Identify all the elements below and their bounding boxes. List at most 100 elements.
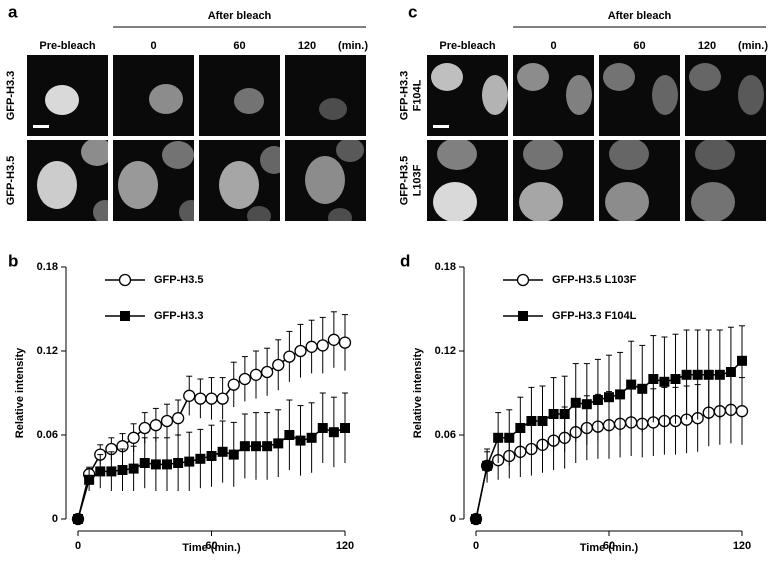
marker [184, 456, 195, 467]
row-label: GFP-H3.3 [398, 71, 410, 121]
y-tick-label: 0.18 [435, 261, 456, 273]
marker [217, 446, 228, 457]
nucleus [247, 206, 271, 221]
marker [249, 368, 263, 381]
marker [714, 369, 725, 380]
row-label: GFP-H3.5 [5, 156, 17, 206]
scale-bar [433, 125, 449, 128]
marker [637, 383, 648, 394]
nucleus [219, 161, 259, 209]
marker [294, 344, 307, 358]
nucleus [336, 140, 364, 162]
marker [149, 419, 163, 432]
marker [262, 441, 273, 452]
marker [284, 430, 295, 440]
marker [150, 459, 161, 470]
legend-marker [120, 311, 130, 321]
marker [117, 465, 128, 475]
x-tick-label: 0 [473, 540, 479, 552]
marker [183, 389, 196, 402]
nucleus [45, 85, 79, 115]
micrograph [285, 55, 366, 136]
marker [238, 372, 252, 386]
marker [537, 416, 548, 426]
marker [737, 355, 747, 366]
marker [328, 427, 339, 438]
nucleus [433, 182, 477, 221]
nucleus [149, 84, 183, 114]
marker [227, 378, 240, 391]
nucleus [609, 140, 649, 170]
nucleus [118, 161, 158, 209]
marker [570, 397, 581, 408]
panel-label: a [8, 2, 18, 21]
legend-marker [118, 273, 132, 287]
group-label: After bleach [208, 10, 272, 22]
x-tick-label: 120 [336, 540, 354, 552]
marker [604, 392, 614, 403]
marker [127, 431, 140, 444]
marker [317, 423, 328, 433]
marker [128, 463, 139, 474]
marker [239, 441, 250, 452]
marker [205, 392, 218, 405]
marker [592, 395, 603, 405]
marker [305, 340, 318, 353]
marker [171, 412, 185, 425]
panel-label: b [8, 251, 18, 270]
marker [692, 369, 703, 380]
nucleus [81, 140, 108, 166]
x-axis-label: Time (min.) [580, 542, 639, 554]
marker [504, 432, 515, 443]
marker [95, 466, 106, 477]
marker [195, 453, 206, 464]
marker [515, 423, 526, 433]
legend-marker [516, 273, 530, 287]
nucleus [437, 140, 477, 170]
nucleus [37, 161, 77, 209]
marker [735, 405, 749, 418]
column-label: 0 [150, 40, 156, 52]
marker [703, 369, 714, 380]
x-tick-label: 120 [733, 540, 751, 552]
nucleus [652, 75, 678, 115]
marker [316, 339, 329, 352]
marker [615, 389, 626, 400]
legend-label: GFP-H3.5 [154, 274, 204, 286]
nucleus [179, 200, 194, 221]
y-axis-label: Relative intensity [412, 347, 424, 438]
nucleus [482, 75, 508, 115]
marker [648, 374, 659, 384]
nucleus [691, 182, 735, 221]
panel-label: d [400, 251, 410, 270]
y-tick-label: 0.06 [37, 429, 58, 441]
marker [327, 333, 341, 346]
marker [559, 409, 570, 419]
nucleus [260, 146, 280, 174]
marker [139, 458, 150, 468]
row-label: GFP-H3.3 [5, 71, 17, 121]
nucleus [328, 208, 352, 221]
marker [482, 460, 493, 471]
unit-label: (min.) [338, 40, 368, 52]
nucleus [605, 182, 649, 221]
panel-label: c [408, 2, 417, 21]
marker [84, 474, 95, 485]
y-tick-label: 0.12 [37, 345, 58, 357]
marker [548, 409, 559, 419]
group-label: After bleach [608, 10, 672, 22]
y-tick-label: 0.12 [435, 345, 456, 357]
scale-bar [33, 125, 49, 128]
nucleus [305, 156, 345, 204]
marker [670, 374, 681, 384]
row-label: F104L [411, 79, 423, 111]
marker [194, 392, 207, 405]
row-label: GFP-H3.5 [398, 156, 410, 206]
nucleus [695, 140, 735, 170]
marker [272, 358, 285, 372]
marker [471, 514, 481, 524]
marker [295, 435, 306, 446]
marker [138, 421, 151, 435]
marker [260, 365, 274, 379]
